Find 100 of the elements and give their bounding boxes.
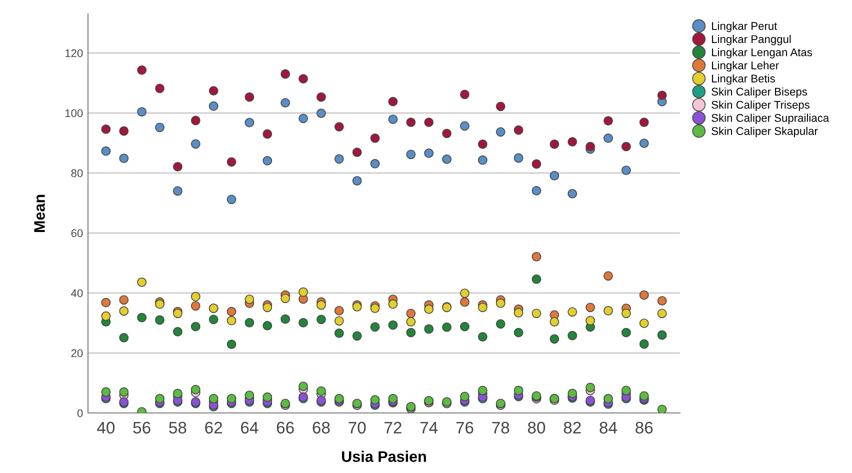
point [424,118,434,127]
point [334,154,344,164]
point [262,129,272,139]
point [496,127,506,137]
point [244,118,254,128]
y-tick-label: 120 [65,49,83,58]
point [352,148,362,157]
point [514,308,524,318]
point [137,107,147,116]
point [532,308,542,318]
point [137,65,147,75]
point [226,306,236,316]
point [280,69,290,79]
point [621,308,631,318]
point [352,331,362,341]
point [568,388,578,398]
point [657,330,667,340]
point [172,327,182,336]
point [119,387,129,397]
point [514,386,524,396]
point [406,328,416,338]
legend-label: Lingkar Perut [712,22,778,32]
x-tick-label: 72 [384,422,402,434]
point [621,386,631,396]
point [568,307,578,317]
point [334,122,344,132]
point [298,318,308,328]
point [244,294,254,304]
point [370,159,380,168]
point [604,394,613,404]
x-tick-label: 62 [205,422,222,434]
point [442,322,452,332]
y-tick-label: 40 [71,289,83,298]
point [460,90,470,100]
point [101,146,111,156]
point [639,118,649,127]
point [280,98,290,108]
x-tick-label: 56 [133,422,150,434]
point [101,311,111,321]
point [244,390,254,400]
point [370,304,380,313]
point [639,318,649,328]
x-axis-title: Usia Pasien [342,450,426,462]
point [478,302,488,312]
point [226,157,236,167]
point [370,395,380,404]
point [155,394,164,404]
point [550,140,560,149]
point [604,134,613,143]
point [262,392,272,402]
legend-label: Skin Caliper Suprailiaca [712,114,830,124]
point [226,394,236,404]
point [101,387,111,397]
point [208,314,218,324]
point [496,319,506,329]
point [137,312,147,322]
point [190,384,200,394]
point [532,274,542,284]
point [226,316,236,326]
point [334,328,344,338]
point [424,148,434,158]
point [604,306,613,316]
point [280,314,290,324]
point [208,101,218,111]
point [316,314,326,324]
point [621,142,631,152]
x-tick-label: 78 [492,422,510,434]
point [119,295,129,305]
point [586,316,596,326]
point [639,339,649,349]
point [478,140,488,149]
point [657,404,667,413]
point [532,252,542,262]
point [460,297,470,307]
point [316,92,326,102]
point [119,154,129,163]
point [119,306,129,316]
point [334,306,344,316]
y-tick-label: 0 [77,409,83,418]
point [604,116,613,126]
point [604,271,613,281]
point [262,321,272,330]
point [298,287,308,297]
x-tick-label: 68 [312,422,330,434]
point [190,292,200,302]
legend-label: Skin Caliper Skapular [712,126,818,138]
point [334,316,344,326]
point [208,86,218,96]
point [172,388,182,398]
x-tick-label: 82 [564,422,581,434]
point [155,122,164,132]
point [316,300,326,310]
point [155,315,164,325]
point [172,186,182,196]
point [657,308,667,318]
point [639,290,649,300]
point [262,302,272,312]
legend-label: Lingkar Betis [712,74,775,85]
point [101,298,111,308]
point [639,391,649,401]
